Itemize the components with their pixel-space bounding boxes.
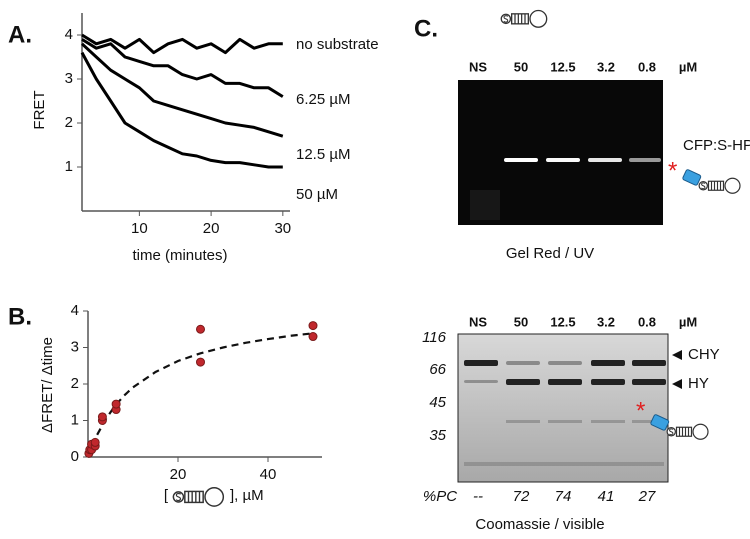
substrate-icon (698, 177, 741, 194)
panel-label: B. (8, 303, 32, 330)
substrate-icon (500, 9, 548, 28)
y-axis-title: FRET (31, 90, 48, 129)
gel-band (629, 158, 661, 162)
series-line (80, 42, 284, 138)
pc-value: 74 (555, 488, 572, 505)
lane-label: NS (469, 59, 487, 74)
x-tick-label: 10 (131, 220, 148, 237)
data-point (111, 399, 121, 409)
stain-label: Gel Red / UV (506, 245, 594, 262)
pc-value: -- (473, 488, 483, 505)
data-point (308, 321, 318, 331)
stain-label: Coomassie / visible (475, 516, 604, 533)
gel-bands (464, 360, 666, 466)
data-point (90, 437, 100, 447)
marker-label: 35 (429, 427, 446, 444)
lane-label: 0.8 (638, 314, 656, 329)
lane-label: 3.2 (597, 314, 615, 329)
data-point (196, 357, 205, 367)
data-point (196, 324, 205, 334)
gel-band (504, 158, 538, 162)
lane-label: 12.5 (550, 59, 575, 74)
gel-image (457, 333, 669, 483)
data-point (308, 332, 318, 342)
x-tick-label: 20 (170, 466, 187, 483)
gel-band (546, 158, 580, 162)
x-tick-label: 40 (260, 466, 277, 483)
lane-unit: µM (679, 314, 697, 329)
lane-unit: µM (679, 59, 697, 74)
asterisk: * (668, 157, 677, 184)
cfp-icon (650, 414, 670, 431)
pc-value: 72 (513, 488, 530, 505)
marker-label: 45 (429, 394, 446, 411)
panel-label: C. (414, 15, 438, 42)
panel-b: 0 1 2 3 4 20 40 B. ΔFRET/ Δtime [ ], µM (8, 302, 322, 507)
y-tick-label: 3 (71, 338, 79, 355)
gel-band (588, 158, 622, 162)
series-line (81, 38, 284, 98)
series-line (81, 33, 283, 55)
x-axis-title: time (minutes) (132, 247, 227, 264)
asterisk: * (636, 397, 645, 424)
lane-label: 12.5 (550, 314, 575, 329)
series-label: 12.5 µM (296, 146, 351, 163)
x-axis-title: ], µM (230, 487, 264, 504)
y-tick-label: 0 (71, 448, 79, 465)
gel-smear (470, 190, 500, 220)
lane-label: 0.8 (638, 59, 656, 74)
data-point (97, 412, 107, 422)
y-tick-label: 4 (71, 302, 79, 319)
band-name: HY (688, 375, 709, 392)
lane-label: 3.2 (597, 59, 615, 74)
y-tick-label: 4 (65, 26, 73, 43)
x-tick-label: 30 (274, 220, 291, 237)
pc-value: 41 (598, 488, 615, 505)
panel-a: 1 2 3 4 10 20 30 A. FRET time (minutes) no substra… (8, 13, 379, 264)
band-label: CFP:S-HP39 (683, 137, 750, 157)
series-label: no substrate (296, 36, 379, 53)
substrate-icon (172, 487, 225, 507)
x-tick-label: 20 (203, 220, 220, 237)
series-label: 6.25 µM (296, 91, 351, 108)
lane-label: 50 (514, 59, 528, 74)
y-tick-label: 3 (65, 70, 73, 87)
lane-label: NS (469, 314, 487, 329)
marker-label: 116 (422, 329, 447, 346)
series-line (80, 51, 283, 169)
series-label: 50 µM (296, 186, 338, 203)
band-name: CHY (688, 346, 720, 363)
lane-label: 50 (514, 314, 528, 329)
y-tick-label: 1 (65, 158, 73, 175)
band-label-text: CFP:S-HP (683, 137, 750, 154)
y-axis-title: ΔFRET/ Δtime (39, 337, 56, 433)
substrate-icon (666, 423, 709, 440)
pc-value: 27 (638, 488, 656, 505)
x-axis-title: [ (164, 487, 169, 504)
fit-curve (86, 332, 314, 458)
y-tick-label: 2 (65, 114, 73, 131)
panel-c: C. NS 50 12.5 3.2 0.8 µM NS 50 12.5 3.2 0.8 µM CFP:S-… (414, 9, 750, 533)
cfp-icon (682, 169, 702, 186)
band-arrow (672, 350, 682, 389)
pc-label: %PC (423, 488, 457, 505)
marker-label: 66 (429, 361, 446, 378)
panel-label: A. (8, 21, 32, 48)
y-tick-label: 2 (71, 375, 79, 392)
y-tick-label: 1 (71, 411, 79, 428)
